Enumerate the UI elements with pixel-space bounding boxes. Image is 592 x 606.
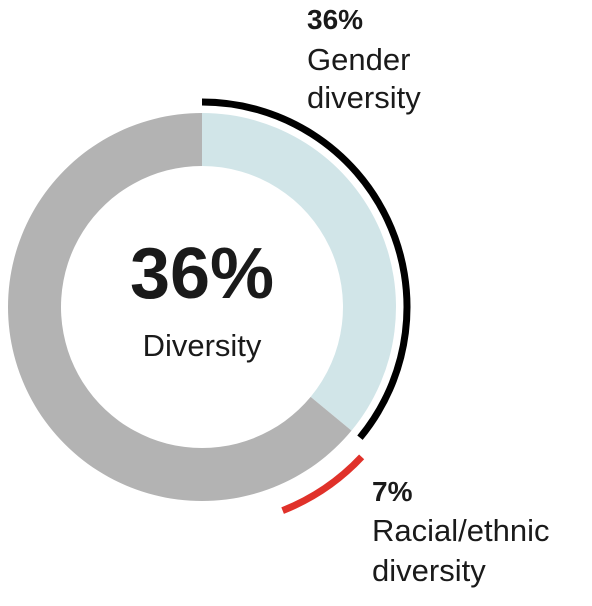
gender-diversity-label-line-2: diversity xyxy=(307,80,421,115)
gender-diversity-annotation: 36% Gender diversity xyxy=(307,4,421,115)
annotation-arc-racial-ethnic-diversity xyxy=(281,454,365,514)
racial-ethnic-diversity-value: 7% xyxy=(372,476,413,507)
donut-slices xyxy=(7,113,396,502)
annotation-arcs xyxy=(201,98,411,514)
racial-ethnic-diversity-label-line-1: Racial/ethnic xyxy=(372,513,549,548)
donut-slice-remainder xyxy=(7,113,352,502)
racial-ethnic-diversity-label-line-2: diversity xyxy=(372,553,486,588)
gender-diversity-label-line-1: Gender xyxy=(307,42,410,77)
center-label: Diversity xyxy=(143,328,262,363)
donut-slice-diversity xyxy=(202,113,396,431)
center-value: 36% xyxy=(130,234,274,314)
gender-diversity-value: 36% xyxy=(307,4,363,35)
racial-ethnic-diversity-annotation: 7% Racial/ethnic diversity xyxy=(372,476,549,588)
annotation-arc-gender-diversity xyxy=(201,98,411,440)
